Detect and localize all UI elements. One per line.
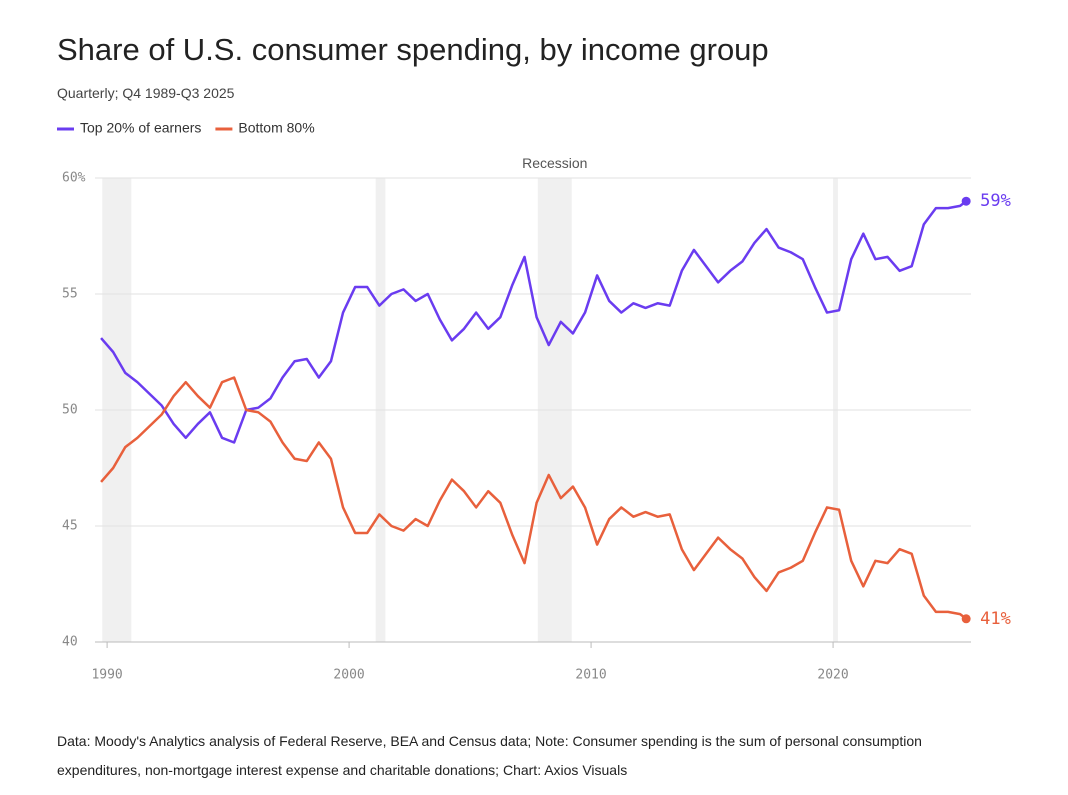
x-tick-label: 2000 xyxy=(333,668,364,683)
x-tick-label: 2020 xyxy=(817,668,848,683)
x-tick-label: 1990 xyxy=(91,668,122,683)
end-dot xyxy=(961,614,971,624)
chart-subtitle: Quarterly; Q4 1989-Q3 2025 xyxy=(57,85,235,101)
y-tick-label: 45 xyxy=(62,519,78,534)
x-tick-label: 2010 xyxy=(575,668,606,683)
end-label: 41% xyxy=(980,609,1011,629)
end-label: 59% xyxy=(980,191,1011,211)
y-tick-label: 55 xyxy=(62,287,78,302)
legend-label: Top 20% of earners xyxy=(80,120,201,136)
note: Data: Moody's Analytics analysis of Fede… xyxy=(57,733,922,749)
recession-label: Recession xyxy=(522,155,587,171)
y-tick-label: 60% xyxy=(62,171,86,186)
y-tick-label: 40 xyxy=(62,635,78,650)
note: expenditures, non-mortgage interest expe… xyxy=(57,762,627,778)
end-dot xyxy=(961,196,971,206)
legend-label: Bottom 80% xyxy=(238,120,314,136)
chart-title: Share of U.S. consumer spending, by inco… xyxy=(57,32,769,67)
y-tick-label: 50 xyxy=(62,403,78,418)
series-line xyxy=(100,376,967,620)
